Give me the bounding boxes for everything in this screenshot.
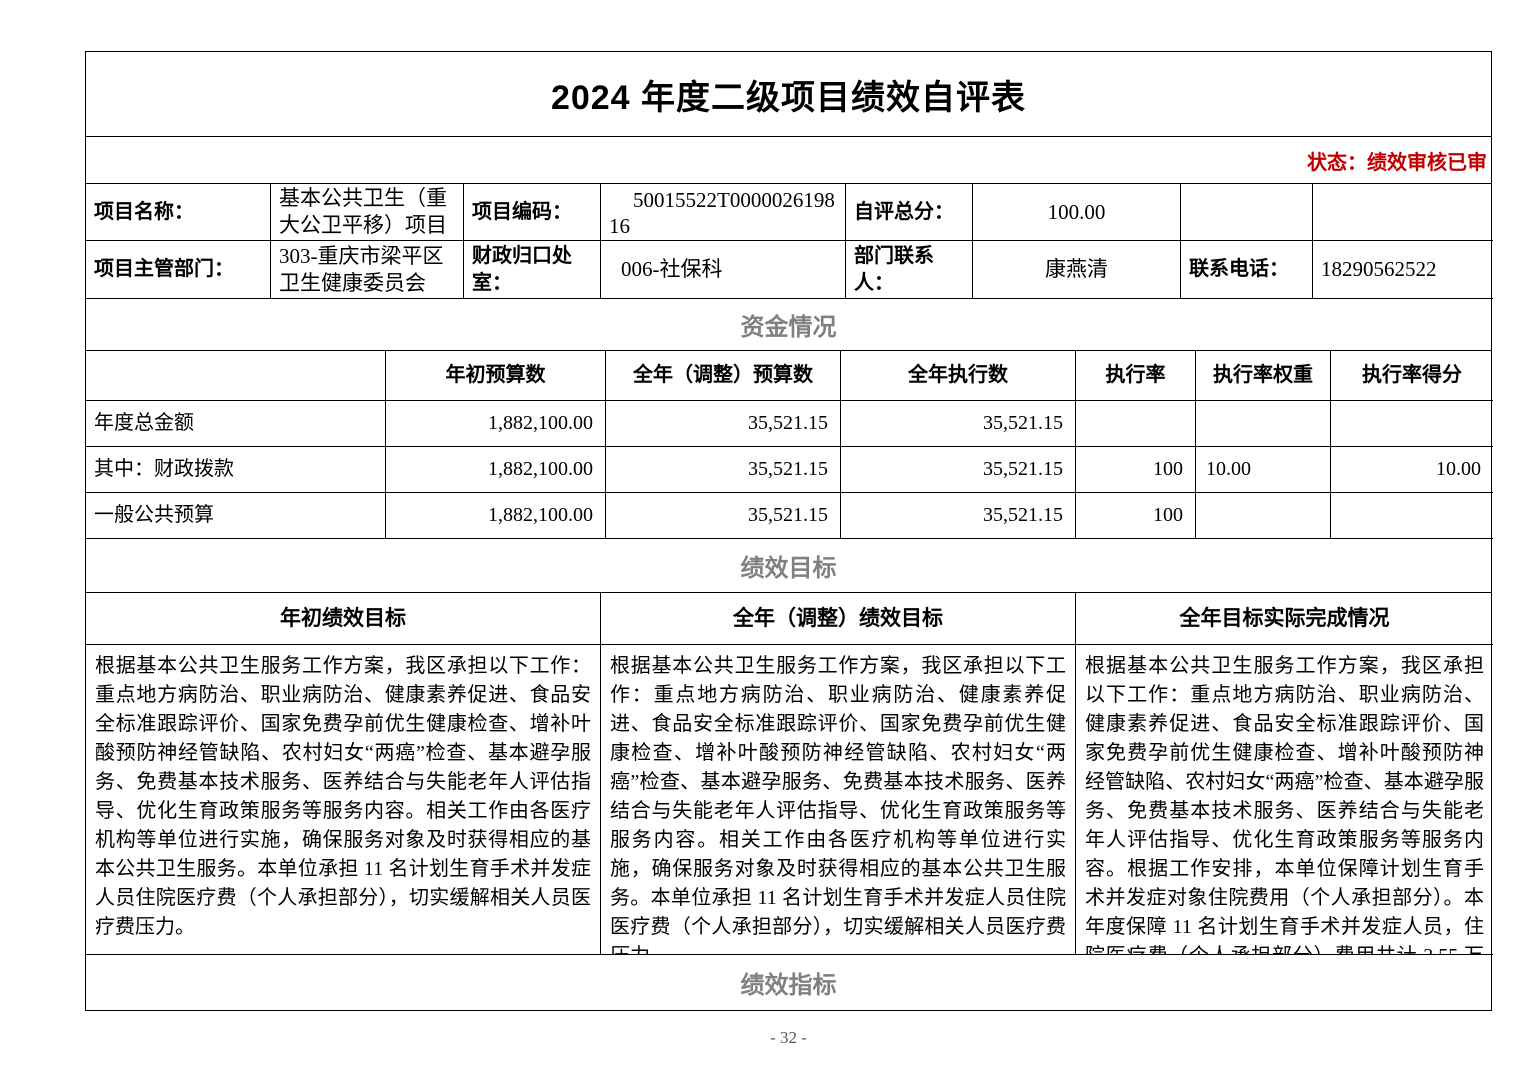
evaluation-form: 2024 年度二级项目绩效自评表 状态：绩效审核已审 项目名称： 基本公共卫生（… xyxy=(85,51,1493,1011)
status-badge: 状态：绩效审核已审 xyxy=(1307,151,1487,174)
funding-cell xyxy=(1196,401,1331,447)
finance-office-value: 006-社保科 xyxy=(601,241,846,299)
funding-table: 年初预算数 全年（调整）预算数 全年执行数 执行率 执行率权重 执行率得分 年度… xyxy=(86,351,1493,539)
page-number: - 32 - xyxy=(770,1028,807,1047)
indicators-section-band: 绩效指标 xyxy=(86,955,1491,1010)
finance-office-label: 财政归口处室： xyxy=(464,241,601,299)
funding-row-label: 一般公共预算 xyxy=(86,493,386,539)
goals-section-band: 绩效目标 xyxy=(86,539,1491,593)
funding-cell: 35,521.15 xyxy=(841,401,1076,447)
funding-cell: 35,521.15 xyxy=(606,401,841,447)
funding-cell: 35,521.15 xyxy=(606,447,841,493)
goals-table: 年初绩效目标 全年（调整）绩效目标 全年目标实际完成情况 根据基本公共卫生服务工… xyxy=(86,593,1493,955)
funding-header: 执行率得分 xyxy=(1331,351,1493,401)
funding-header xyxy=(86,351,386,401)
funding-cell: 35,521.15 xyxy=(606,493,841,539)
funding-cell: 35,521.15 xyxy=(841,493,1076,539)
funding-header: 全年执行数 xyxy=(841,351,1076,401)
funding-cell: 100 xyxy=(1076,493,1196,539)
empty-cell xyxy=(1181,184,1313,241)
goals-section-title: 绩效目标 xyxy=(740,555,837,582)
funding-cell: 35,521.15 xyxy=(841,447,1076,493)
project-code-label: 项目编码： xyxy=(464,184,601,241)
funding-cell: 1,882,100.00 xyxy=(386,447,606,493)
funding-section-title: 资金情况 xyxy=(740,314,837,341)
self-score-value: 100.00 xyxy=(973,184,1181,241)
funding-header: 年初预算数 xyxy=(386,351,606,401)
project-name-value: 基本公共卫生（重大公卫平移）项目 xyxy=(271,184,464,241)
funding-cell xyxy=(1076,401,1196,447)
funding-cell: 1,882,100.00 xyxy=(386,401,606,447)
funding-header: 执行率 xyxy=(1076,351,1196,401)
self-score-label: 自评总分： xyxy=(846,184,973,241)
funding-cell xyxy=(1331,401,1493,447)
goals-header: 全年目标实际完成情况 xyxy=(1076,593,1493,645)
contact-label: 部门联系人： xyxy=(846,241,973,299)
indicators-section-title: 绩效指标 xyxy=(740,972,837,999)
phone-value: 18290562522 xyxy=(1313,241,1493,299)
funding-cell xyxy=(1331,493,1493,539)
phone-label: 联系电话： xyxy=(1181,241,1313,299)
funding-header: 执行率权重 xyxy=(1196,351,1331,401)
status-row: 状态：绩效审核已审 xyxy=(86,137,1491,184)
goal-adjusted-text: 根据基本公共卫生服务工作方案，我区承担以下工作：重点地方病防治、职业病防治、健康… xyxy=(601,645,1076,955)
funding-cell: 10.00 xyxy=(1196,447,1331,493)
empty-cell xyxy=(1313,184,1493,241)
funding-cell: 100 xyxy=(1076,447,1196,493)
funding-row-label: 年度总金额 xyxy=(86,401,386,447)
goal-completion-text: 根据基本公共卫生服务工作方案，我区承担以下工作：重点地方病防治、职业病防治、健康… xyxy=(1076,645,1493,955)
funding-row-label: 其中：财政拨款 xyxy=(86,447,386,493)
goals-header: 年初绩效目标 xyxy=(86,593,601,645)
contact-value: 康燕清 xyxy=(973,241,1181,299)
project-name-label: 项目名称： xyxy=(86,184,271,241)
funding-header: 全年（调整）预算数 xyxy=(606,351,841,401)
title-row: 2024 年度二级项目绩效自评表 xyxy=(86,52,1491,137)
dept-label: 项目主管部门： xyxy=(86,241,271,299)
project-info-table: 项目名称： 基本公共卫生（重大公卫平移）项目 项目编码： 50015522T00… xyxy=(86,184,1493,299)
funding-section-band: 资金情况 xyxy=(86,299,1491,351)
funding-cell xyxy=(1196,493,1331,539)
funding-cell: 1,882,100.00 xyxy=(386,493,606,539)
dept-value: 303-重庆市梁平区卫生健康委员会 xyxy=(271,241,464,299)
page-title: 2024 年度二级项目绩效自评表 xyxy=(550,78,1027,117)
goals-header: 全年（调整）绩效目标 xyxy=(601,593,1076,645)
funding-cell: 10.00 xyxy=(1331,447,1493,493)
goal-initial-text: 根据基本公共卫生服务工作方案，我区承担以下工作：重点地方病防治、职业病防治、健康… xyxy=(86,645,601,955)
project-code-value: 50015522T000002619816 xyxy=(601,184,846,241)
